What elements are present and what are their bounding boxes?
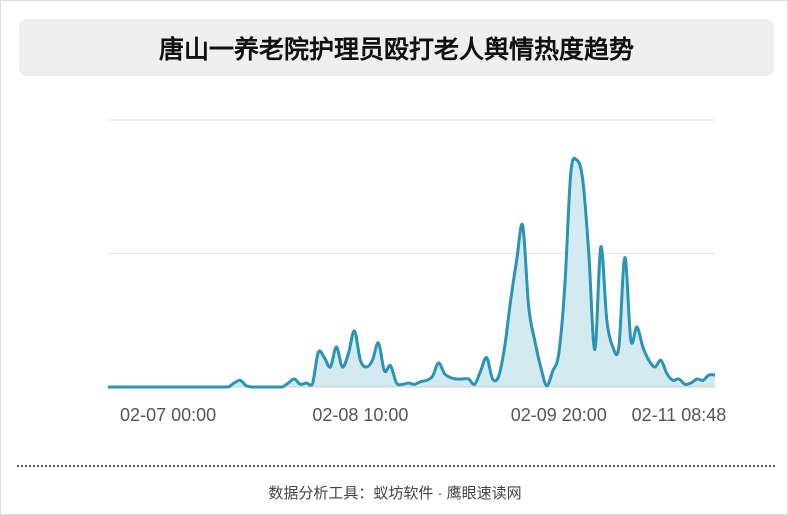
chart-title: 唐山一养老院护理员殴打老人舆情热度趋势 [158, 35, 634, 64]
area [108, 158, 715, 387]
x-tick-label: 02-11 08:48 [632, 405, 727, 425]
line [107, 156, 716, 389]
x-tick-label: 02-08 10:00 [312, 405, 408, 425]
title-box: 唐山一养老院护理员殴打老人舆情热度趋势 [19, 19, 774, 76]
footer: 数据分析工具：蚁坊软件 · 鹰眼速读网 [268, 485, 522, 502]
divider [17, 465, 775, 467]
x-tick-label: 02-07 00:00 [120, 405, 216, 425]
x-tick-label: 02-09 20:00 [511, 405, 607, 425]
